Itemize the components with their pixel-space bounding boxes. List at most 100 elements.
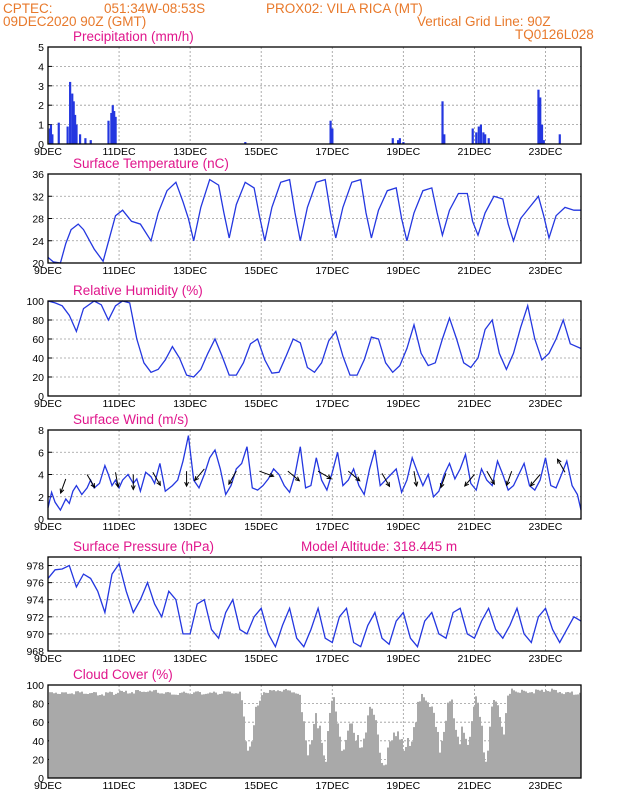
cloud-bar	[385, 764, 387, 778]
precip-bar	[331, 128, 334, 144]
cloud-bar	[519, 692, 521, 778]
cloud-bar	[513, 690, 515, 778]
wind-arrow-head	[556, 458, 562, 464]
cloud-bar	[217, 694, 219, 778]
cloud-bar	[59, 693, 61, 778]
x-tick-label: 17DEC	[315, 265, 349, 277]
x-tick-label: 19DEC	[386, 146, 420, 158]
precip-bar	[89, 140, 92, 144]
cloud-bar	[549, 691, 551, 778]
cloud-bar	[353, 732, 355, 778]
cloud-bar	[479, 716, 481, 778]
x-tick-label: 11DEC	[103, 780, 136, 792]
y-tick-label: 80	[32, 699, 44, 711]
cloud-bar	[91, 692, 93, 778]
cloud-bar	[373, 714, 375, 778]
wind-arrow-head	[490, 479, 495, 486]
precip-bar	[471, 128, 474, 144]
cloud-bar	[199, 692, 201, 778]
panel-precip: Precipitation (mm/h) 0 1 2 3 4 5 9DEC 11DEC 13DEC…	[34, 29, 582, 158]
cloud-bar	[449, 701, 451, 778]
cloud-bar	[55, 692, 57, 778]
cloud-bar	[341, 750, 343, 778]
cloud-bar	[477, 702, 479, 778]
cloud-bar	[203, 694, 205, 778]
cloud-bar	[99, 695, 101, 778]
panel-frame	[47, 300, 582, 397]
cloud-bar	[297, 693, 299, 778]
x-tick-label: 11DEC	[103, 653, 136, 665]
x-tick-label: 17DEC	[315, 521, 349, 533]
x-tick-label: 13DEC	[173, 398, 207, 410]
cloud-bar	[261, 695, 263, 778]
cloud-bar	[121, 690, 123, 778]
wind-arrow-head	[59, 488, 65, 495]
cloud-bar	[159, 693, 161, 778]
cloud-bar	[287, 690, 289, 778]
x-tick-label: 15DEC	[244, 780, 278, 792]
precip-bar	[475, 132, 478, 144]
cloud-bar	[343, 749, 345, 778]
panel-cloud: Cloud Cover (%) 0 20 40 60 80 100 9DEC 11DEC 13DE…	[26, 667, 582, 792]
wind-line	[47, 435, 582, 512]
header-datetime: 09DEC2020 90Z (GMT)	[3, 14, 146, 29]
x-tick-label: 15DEC	[244, 521, 278, 533]
cloud-bar	[355, 740, 357, 778]
panel-frame	[47, 684, 582, 779]
cloud-bar	[545, 690, 547, 778]
wind-arrow-shaft	[259, 470, 274, 477]
y-tick-label: 1	[38, 120, 44, 132]
wind-arrow	[59, 478, 67, 495]
wind-arrow-shaft	[486, 470, 495, 485]
cloud-bar	[229, 691, 231, 778]
cloud-bar	[369, 706, 371, 778]
cloud-bar	[87, 693, 89, 778]
x-tick-label: 11DEC	[103, 521, 136, 533]
cloud-bar	[57, 693, 59, 778]
cloud-bar	[129, 693, 131, 778]
cloud-bar	[531, 692, 533, 778]
cloud-bar	[533, 693, 535, 778]
cloud-bar	[381, 762, 383, 778]
panel-rh: Relative Humidity (%) 0 20 40 60 80 100 9DEC 11D…	[26, 283, 582, 410]
cloud-bar	[427, 702, 429, 778]
y-tick-label: 0	[38, 391, 44, 403]
panel-title: Relative Humidity (%)	[73, 283, 203, 298]
cloud-bar	[61, 692, 63, 778]
cloud-bar	[473, 706, 475, 778]
cloud-bar	[119, 690, 121, 778]
cloud-bar	[319, 725, 321, 778]
x-tick-label: 23DEC	[529, 146, 563, 158]
wind-arrow	[486, 470, 495, 486]
x-tick-label: 15DEC	[244, 398, 278, 410]
cloud-bar	[469, 736, 471, 778]
x-tick-label: 19DEC	[386, 398, 420, 410]
cloud-bar	[143, 691, 145, 778]
wind-arrow-head	[184, 481, 189, 488]
cloud-bar	[537, 689, 539, 778]
cloud-bar	[189, 694, 191, 778]
wind-arrow-shaft	[228, 470, 237, 485]
x-tick-label: 21DEC	[457, 146, 491, 158]
cloud-bar	[245, 741, 247, 778]
cloud-bar	[431, 706, 433, 778]
cloud-bar	[163, 693, 165, 778]
y-tick-label: 0	[38, 514, 44, 526]
x-tick-label: 17DEC	[315, 398, 349, 410]
cloud-bar	[327, 731, 329, 778]
cloud-bar	[579, 692, 581, 778]
cloud-bar	[483, 752, 485, 778]
y-tick-label: 2	[38, 100, 44, 112]
cloud-bar	[491, 706, 493, 778]
cloud-bar	[209, 692, 211, 778]
cloud-bar	[345, 739, 347, 778]
cloud-bar	[299, 694, 301, 778]
cloud-bar	[335, 711, 337, 778]
cloud-bar	[515, 691, 517, 778]
y-tick-label: 970	[26, 629, 44, 641]
cloud-bar	[357, 735, 359, 778]
cloud-bar	[535, 689, 537, 778]
y-tick-label: 100	[26, 680, 44, 692]
cloud-bar	[447, 702, 449, 778]
precip-bar	[84, 138, 87, 144]
